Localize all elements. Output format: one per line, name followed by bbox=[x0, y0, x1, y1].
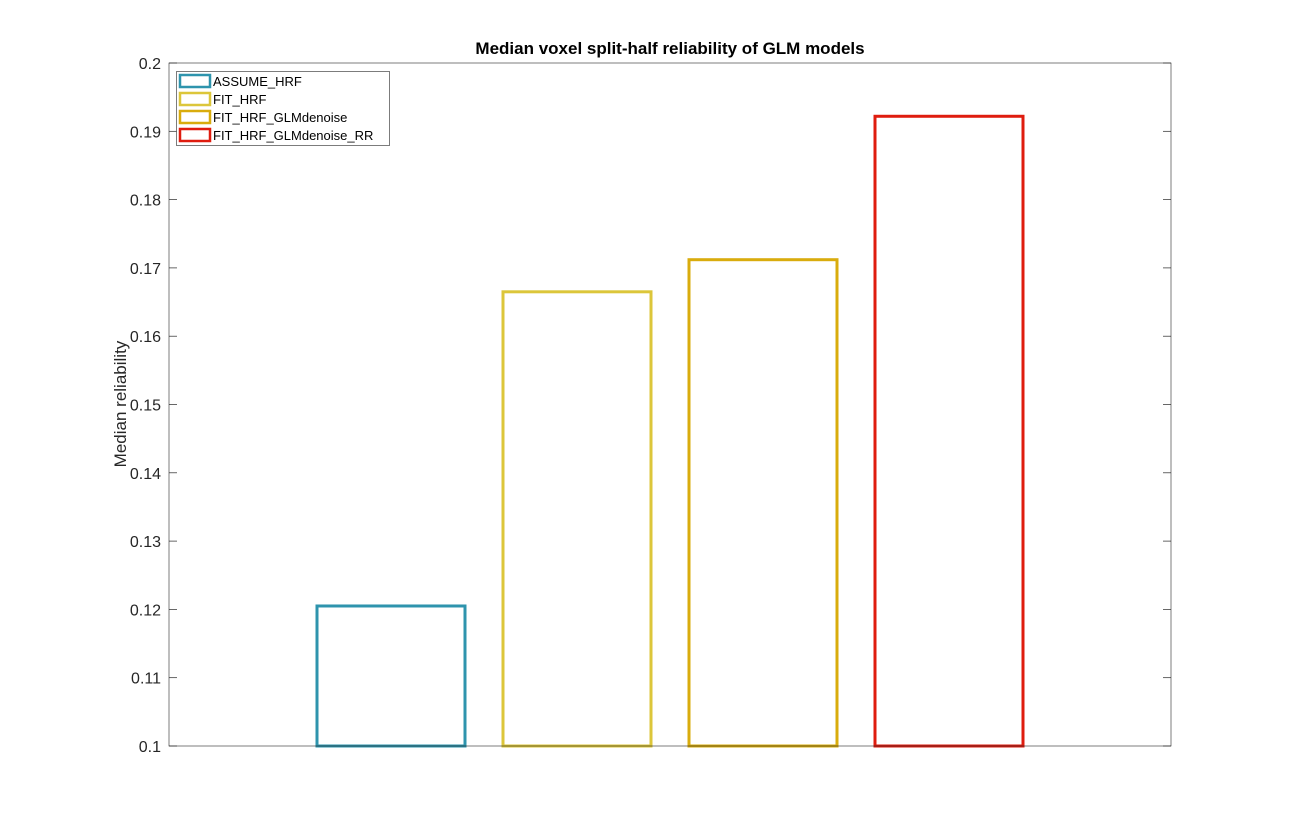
legend: ASSUME_HRF FIT_HRF FIT_HRF_GLMdenoise FIT_H… bbox=[176, 71, 390, 146]
y-axis-ticks: 0.1 0.11 0.12 0.13 0.14 0.15 0.16 0.17 0.18 0.19 0… bbox=[130, 56, 1171, 756]
legend-items: ASSUME_HRF FIT_HRF FIT_HRF_GLMdenoise FIT_H… bbox=[178, 73, 373, 143]
legend-swatch bbox=[178, 73, 212, 89]
y-tick-label: 0.11 bbox=[131, 671, 161, 688]
legend-swatch bbox=[178, 127, 212, 143]
chart-title: Median voxel split-half reliability of G… bbox=[475, 39, 864, 58]
legend-label: ASSUME_HRF bbox=[213, 74, 302, 89]
y-tick-label: 0.2 bbox=[139, 56, 161, 73]
legend-box bbox=[176, 71, 390, 146]
y-tick-label: 0.14 bbox=[130, 466, 161, 483]
y-tick-label: 0.12 bbox=[130, 602, 161, 619]
y-tick-label: 0.17 bbox=[130, 261, 161, 278]
y-tick-label: 0.16 bbox=[130, 329, 161, 346]
y-tick-label: 0.13 bbox=[130, 534, 161, 551]
y-tick-label: 0.18 bbox=[130, 193, 161, 210]
legend-label: FIT_HRF bbox=[213, 92, 267, 107]
axes-box bbox=[168, 62, 1172, 747]
legend-swatch bbox=[178, 109, 212, 125]
legend-swatch bbox=[178, 91, 212, 107]
y-axis-label: Median reliability bbox=[111, 340, 130, 467]
legend-label: FIT_HRF_GLMdenoise bbox=[213, 110, 347, 125]
legend-label: FIT_HRF_GLMdenoise_RR bbox=[213, 128, 373, 143]
y-tick-label: 0.15 bbox=[130, 398, 161, 415]
y-tick-label: 0.19 bbox=[130, 124, 161, 141]
y-tick-label: 0.1 bbox=[139, 739, 161, 756]
